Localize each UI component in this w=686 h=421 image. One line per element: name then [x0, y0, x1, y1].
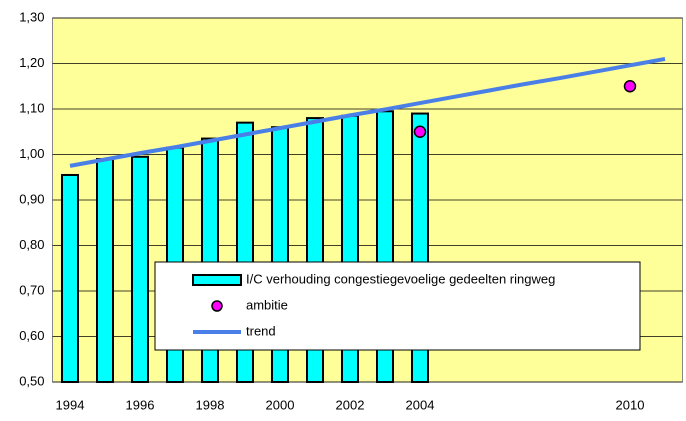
x-tick-label: 1994: [56, 397, 85, 412]
marker: [413, 125, 427, 138]
y-tick-label: 0,90: [19, 191, 44, 206]
legend-swatch: [192, 274, 242, 286]
trend-line: [69, 56, 666, 168]
x-tick-label: 2010: [616, 397, 645, 412]
x-tick-label: 2004: [406, 397, 435, 412]
y-tick-label: 0,70: [19, 282, 44, 297]
y-tick-label: 1,10: [19, 100, 44, 115]
legend-swatch: [211, 300, 223, 312]
x-tick-label: 2002: [336, 397, 365, 412]
legend-label: trend: [246, 323, 276, 338]
x-tick-label: 2000: [266, 397, 295, 412]
x-tick-label: 1998: [196, 397, 225, 412]
legend-label: I/C verhouding congestiegevoelige gedeel…: [246, 271, 555, 286]
y-tick-label: 1,30: [19, 9, 44, 24]
bar: [61, 173, 79, 383]
y-tick-label: 0,60: [19, 328, 44, 343]
bar: [131, 155, 149, 383]
bar: [96, 158, 114, 383]
x-tick-label: 1996: [126, 397, 155, 412]
y-tick-label: 1,00: [19, 146, 44, 161]
y-tick-label: 0,80: [19, 237, 44, 252]
legend-label: ambitie: [246, 297, 288, 312]
y-tick-label: 0,50: [19, 373, 44, 388]
y-tick-label: 1,20: [19, 55, 44, 70]
marker: [623, 80, 637, 93]
legend: I/C verhouding congestiegevoelige gedeel…: [154, 261, 641, 351]
